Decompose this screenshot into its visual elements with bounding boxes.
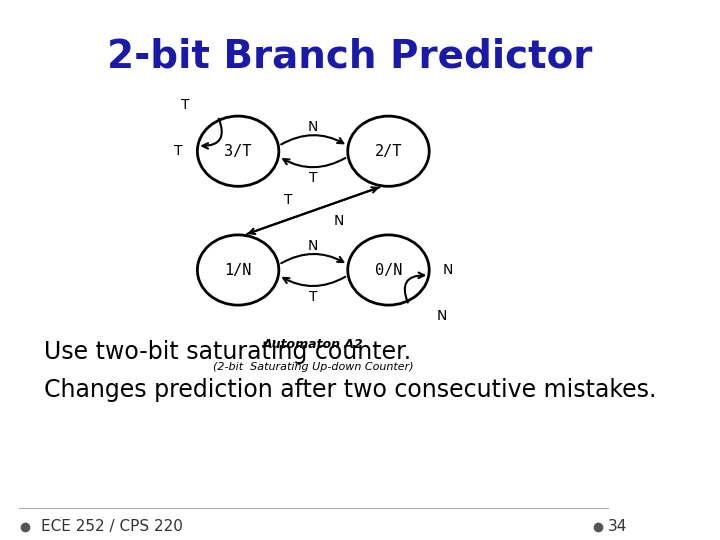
Text: N: N	[308, 239, 318, 253]
Text: T: T	[309, 171, 318, 185]
Circle shape	[197, 235, 279, 305]
Text: T: T	[181, 98, 189, 112]
Text: 3/T: 3/T	[225, 144, 252, 159]
Text: N: N	[333, 214, 343, 228]
Text: T: T	[284, 193, 292, 207]
Text: Automaton A2: Automaton A2	[263, 338, 364, 350]
Circle shape	[348, 116, 429, 186]
Text: 2/T: 2/T	[375, 144, 402, 159]
Text: Use two-bit saturating counter.: Use two-bit saturating counter.	[44, 340, 411, 364]
Text: N: N	[436, 309, 447, 323]
Text: ECE 252 / CPS 220: ECE 252 / CPS 220	[41, 519, 183, 534]
Text: T: T	[174, 144, 183, 158]
Text: 0/N: 0/N	[375, 262, 402, 278]
Text: N: N	[308, 120, 318, 134]
Text: T: T	[309, 290, 318, 304]
Text: Changes prediction after two consecutive mistakes.: Changes prediction after two consecutive…	[44, 378, 656, 402]
Text: 2-bit Branch Predictor: 2-bit Branch Predictor	[107, 38, 592, 76]
Circle shape	[348, 235, 429, 305]
Text: 34: 34	[608, 519, 627, 534]
Text: N: N	[443, 263, 453, 277]
Text: 1/N: 1/N	[225, 262, 252, 278]
Circle shape	[197, 116, 279, 186]
Text: (2-bit  Saturating Up-down Counter): (2-bit Saturating Up-down Counter)	[213, 362, 413, 372]
